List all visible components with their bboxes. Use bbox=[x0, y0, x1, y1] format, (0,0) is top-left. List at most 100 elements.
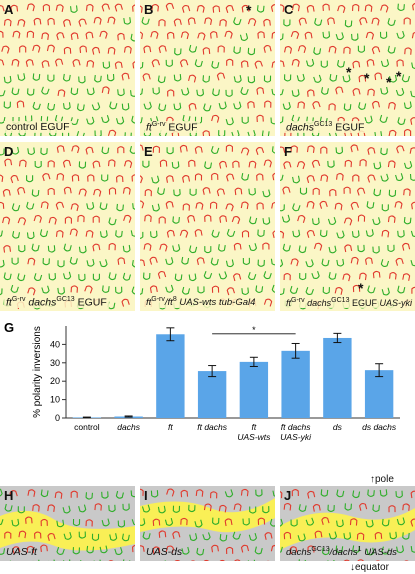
ommatidium-red bbox=[240, 544, 250, 553]
ommatidium-red bbox=[257, 517, 266, 525]
ommatidium-green bbox=[272, 489, 275, 498]
ommatidium-green bbox=[157, 505, 166, 514]
ommatidium-green bbox=[344, 503, 352, 511]
ommatidium-green bbox=[270, 257, 275, 266]
ommatidia-pattern bbox=[280, 2, 415, 136]
ommatidium-red bbox=[280, 146, 286, 155]
ommatidium-green bbox=[99, 230, 108, 238]
ommatidium-red bbox=[140, 175, 143, 184]
y-tick-label: 40 bbox=[50, 339, 60, 349]
ommatidium-red bbox=[304, 31, 313, 40]
ommatidium-green bbox=[78, 76, 86, 84]
ommatidium-red bbox=[149, 256, 158, 265]
ommatidium-green bbox=[280, 33, 284, 41]
ommatidium-green bbox=[299, 187, 308, 195]
ommatidium-green bbox=[233, 46, 241, 54]
panel-caption: ftG-rv dachsGC13 EGUF bbox=[4, 295, 109, 308]
ommatidium-red bbox=[212, 5, 221, 13]
ommatidium-green bbox=[39, 229, 49, 238]
ommatidium-red bbox=[11, 59, 20, 67]
ommatidium-red bbox=[402, 503, 410, 511]
ommatidium-red bbox=[92, 215, 100, 223]
ommatidium-green bbox=[31, 189, 40, 197]
ommatidium-green bbox=[26, 231, 35, 240]
ommatidium-green bbox=[62, 73, 71, 82]
ommatidium-green bbox=[299, 273, 307, 281]
panel-label: G bbox=[4, 320, 14, 335]
ommatidium-green bbox=[189, 245, 198, 254]
ommatidium-green bbox=[115, 116, 125, 125]
ommatidium-green bbox=[410, 89, 415, 98]
ommatidium-red bbox=[159, 159, 168, 167]
ommatidium-red bbox=[372, 270, 381, 279]
ommatidium-green bbox=[381, 204, 389, 212]
ommatidium-red bbox=[70, 285, 78, 293]
ommatidium-green bbox=[233, 75, 242, 83]
ommatidia-pattern bbox=[0, 488, 135, 561]
ommatidium-green bbox=[202, 532, 211, 541]
ommatidium-green bbox=[56, 519, 65, 528]
ommatidium-red bbox=[240, 147, 250, 156]
ommatidium-red bbox=[132, 60, 135, 69]
ommatidium-red bbox=[352, 284, 361, 293]
ommatidium-green bbox=[150, 490, 159, 498]
ommatidium-red bbox=[262, 242, 270, 250]
ommatidium-green bbox=[397, 3, 405, 11]
ommatidium-green bbox=[365, 229, 374, 237]
ommatidium-green bbox=[78, 161, 87, 169]
ommatidium-red bbox=[216, 188, 226, 197]
ommatidium-red bbox=[57, 89, 66, 97]
ommatidium-red bbox=[306, 175, 315, 184]
ommatidium-green bbox=[357, 45, 365, 53]
ommatidium-red bbox=[47, 17, 55, 26]
ommatidium-red bbox=[404, 47, 412, 55]
ommatidium-green bbox=[164, 517, 174, 526]
ommatidium-red bbox=[240, 488, 249, 497]
ommatidium-red bbox=[157, 270, 167, 279]
ommatidium-red bbox=[290, 145, 298, 153]
ommatidium-red bbox=[63, 19, 72, 27]
ommatidium-green bbox=[257, 259, 265, 267]
ommatidium-green bbox=[366, 547, 375, 556]
ommatidium-green bbox=[140, 287, 144, 295]
ommatidium-red bbox=[197, 32, 206, 41]
ommatidium-red bbox=[225, 546, 234, 555]
ommatidium-green bbox=[351, 230, 360, 238]
ommatidium-green bbox=[78, 245, 87, 254]
ommatidium-green bbox=[4, 503, 13, 512]
ommatidium-green bbox=[130, 33, 135, 42]
asterisk-marker: * bbox=[246, 2, 252, 18]
ommatidium-red bbox=[17, 187, 26, 195]
ommatidium-red bbox=[403, 17, 411, 25]
ommatidium-green bbox=[248, 188, 256, 196]
ommatidium-green bbox=[327, 559, 335, 561]
ommatidium-red bbox=[144, 214, 152, 222]
ommatidium-green bbox=[157, 187, 166, 195]
ommatidium-green bbox=[403, 101, 412, 110]
ommatidium-red bbox=[158, 19, 166, 27]
ommatidium-red bbox=[140, 200, 145, 209]
ommatidium-red bbox=[388, 505, 396, 513]
ommatidium-green bbox=[116, 203, 124, 212]
ommatidium-red bbox=[388, 129, 397, 136]
ommatidium-red bbox=[70, 490, 78, 498]
ommatidium-green bbox=[367, 489, 375, 497]
ommatidium-green bbox=[256, 5, 265, 13]
x-tick-label: control bbox=[74, 422, 100, 432]
ommatidium-green bbox=[224, 489, 234, 498]
ommatidium-green bbox=[57, 260, 65, 268]
ommatidium-green bbox=[217, 244, 226, 252]
ommatidium-red bbox=[264, 100, 272, 108]
ommatidium-red bbox=[123, 214, 132, 223]
ommatidium-green bbox=[3, 272, 12, 281]
ommatidium-red bbox=[381, 229, 390, 238]
ommatidium-green bbox=[194, 59, 203, 68]
panel-label: C bbox=[284, 2, 294, 17]
ommatidium-red bbox=[298, 17, 307, 26]
ommatidium-green bbox=[367, 285, 376, 294]
ommatidium-red bbox=[69, 228, 78, 237]
ommatidium-green bbox=[262, 189, 271, 198]
ommatidium-green bbox=[280, 287, 285, 295]
ommatidium-green bbox=[263, 271, 272, 280]
ommatidium-green bbox=[181, 256, 190, 265]
